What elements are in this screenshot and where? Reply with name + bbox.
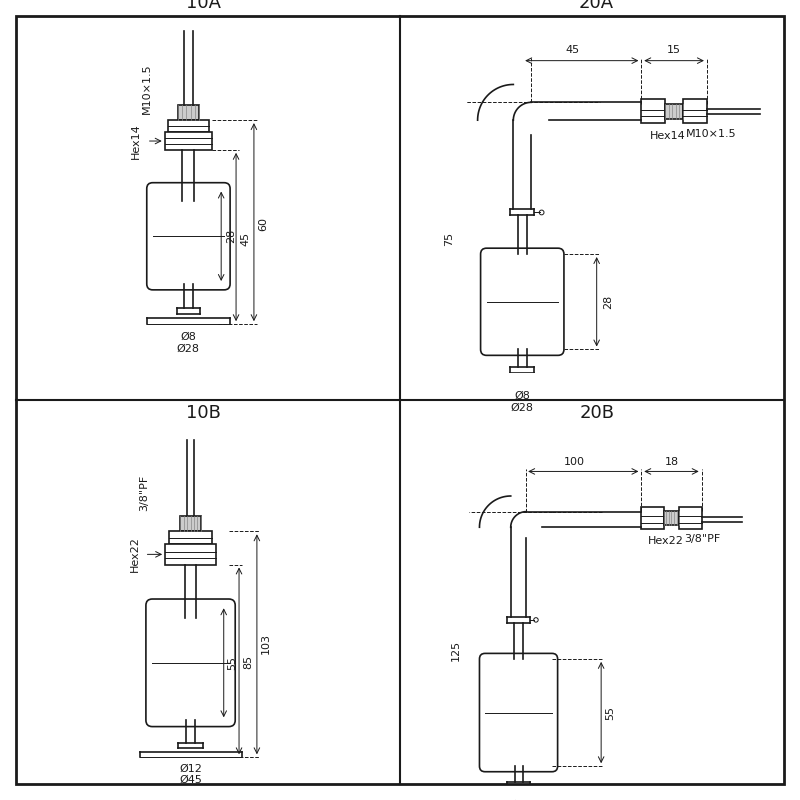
Text: 100: 100	[564, 457, 585, 467]
FancyBboxPatch shape	[165, 132, 212, 150]
Text: 103: 103	[261, 633, 270, 654]
Bar	[679, 507, 702, 530]
Bar	[665, 104, 683, 118]
Text: Hex14: Hex14	[650, 130, 686, 141]
Text: 125: 125	[450, 639, 461, 661]
Text: Ø8: Ø8	[514, 391, 530, 401]
Text: Ø28: Ø28	[177, 343, 200, 354]
Text: Hex22: Hex22	[648, 536, 684, 546]
Text: 55: 55	[227, 656, 238, 670]
Text: 55: 55	[606, 706, 616, 719]
Text: Ø28: Ø28	[510, 403, 534, 413]
Bar	[165, 544, 216, 565]
Text: 18: 18	[665, 457, 678, 467]
FancyBboxPatch shape	[146, 182, 230, 290]
FancyBboxPatch shape	[481, 248, 564, 355]
Title: 20B: 20B	[579, 405, 614, 422]
Text: M10×1.5: M10×1.5	[142, 64, 152, 114]
Text: Ø12: Ø12	[179, 763, 202, 774]
Text: Hex14: Hex14	[131, 123, 141, 159]
Text: 28: 28	[226, 229, 236, 243]
FancyBboxPatch shape	[167, 120, 210, 132]
Bar	[642, 507, 664, 530]
Bar	[178, 106, 199, 120]
Title: 10A: 10A	[186, 0, 221, 12]
FancyBboxPatch shape	[146, 599, 235, 726]
Text: 60: 60	[258, 218, 268, 231]
Title: 10B: 10B	[186, 405, 221, 422]
Text: 3/8"PF: 3/8"PF	[140, 474, 150, 511]
Text: 45: 45	[241, 232, 250, 246]
Text: 85: 85	[243, 654, 253, 669]
Title: 20A: 20A	[579, 0, 614, 12]
Text: 3/8"PF: 3/8"PF	[684, 534, 720, 544]
FancyBboxPatch shape	[479, 654, 558, 772]
Text: Ø8: Ø8	[181, 331, 196, 342]
Text: 15: 15	[667, 45, 681, 54]
Text: 28: 28	[602, 294, 613, 309]
Bar	[169, 531, 212, 544]
Bar	[180, 516, 201, 531]
Bar	[642, 99, 665, 123]
Bar	[664, 510, 679, 525]
Text: 45: 45	[566, 45, 580, 54]
Text: Hex22: Hex22	[130, 537, 139, 572]
Text: 75: 75	[444, 232, 454, 246]
Bar	[683, 99, 707, 123]
Text: M10×1.5: M10×1.5	[686, 129, 737, 139]
Text: Ø45: Ø45	[179, 775, 202, 785]
